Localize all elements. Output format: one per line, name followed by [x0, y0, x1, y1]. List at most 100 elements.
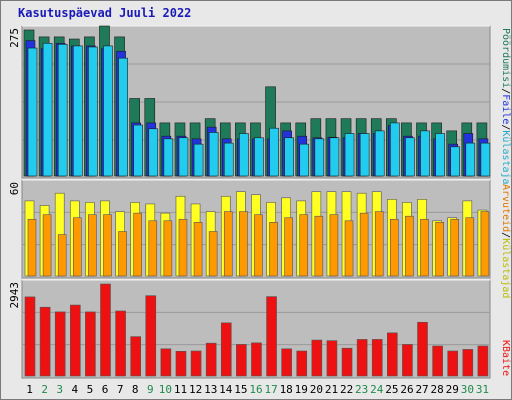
bar-kbaite [371, 339, 383, 377]
bar-külastaja [269, 127, 279, 177]
bar-arvuteid [223, 211, 233, 277]
bar-külastaja [314, 138, 325, 177]
bar-arvuteid [148, 220, 158, 277]
bar-arvuteid [405, 215, 414, 277]
bar-arvuteid [239, 211, 248, 277]
bar-kbaite [402, 344, 413, 377]
bar-kbaite [417, 321, 428, 377]
bar-kbaite [39, 306, 51, 377]
bar-arvuteid [178, 218, 188, 277]
bar-arvuteid [359, 212, 369, 277]
x-tick-label: 25 [385, 383, 398, 396]
bar-kbaite [100, 283, 111, 377]
bar-arvuteid [299, 214, 309, 277]
bar-kbaite [477, 345, 489, 377]
bar-arvuteid [329, 214, 339, 277]
x-tick-label: 11 [174, 383, 187, 396]
x-tick-label: 30 [461, 383, 474, 396]
bar-külastaja [284, 137, 294, 177]
bar-külastaja [118, 57, 128, 177]
legend-entry: Arvuteid [500, 184, 511, 232]
bar-kbaite [115, 310, 126, 377]
legend-entry: Külastajad [500, 238, 511, 298]
bar-külastaja [359, 133, 370, 177]
bar-kbaite [190, 350, 202, 377]
bar-külastaja [329, 137, 340, 177]
bar-külastaja [57, 44, 68, 177]
legend-entry: Külastaja [500, 130, 511, 184]
bar-kbaite [447, 350, 459, 377]
x-tick-label: 6 [102, 383, 109, 396]
bar-kbaite [387, 332, 398, 377]
bar-arvuteid [118, 231, 127, 277]
legend-entry: Pöördumisi [500, 28, 511, 88]
x-tick-label: 1 [26, 383, 33, 396]
bar-külastaja [374, 130, 385, 177]
y-max-label: 2943 [8, 282, 21, 309]
bar-külastaja [72, 45, 83, 177]
x-tick-label: 14 [219, 383, 233, 396]
bar-arvuteid [269, 222, 278, 277]
bar-külastaja [223, 142, 234, 177]
bar-kbaite [266, 296, 277, 377]
bar-külastaja [163, 138, 174, 177]
x-tick-label: 15 [234, 383, 247, 396]
bar-külastaja [435, 133, 445, 177]
bar-arvuteid [254, 214, 263, 277]
bar-kbaite [296, 350, 308, 377]
legend-entry: / [500, 232, 511, 238]
bar-kbaite [160, 348, 172, 377]
bar-arvuteid [435, 222, 444, 277]
bar-arvuteid [465, 217, 475, 277]
bar-kbaite [326, 340, 338, 377]
bar-külastaja [178, 137, 189, 177]
legend-entry: / [500, 88, 511, 94]
x-tick-label: 8 [132, 383, 139, 396]
bar-arvuteid [57, 234, 67, 277]
bar-külastaja [103, 45, 113, 177]
bar-külastaja [480, 142, 491, 177]
bar-kbaite [85, 311, 96, 377]
x-tick-label: 9 [147, 383, 154, 396]
bar-kbaite [130, 336, 141, 377]
bar-arvuteid [480, 211, 490, 277]
bar-kbaite [69, 304, 81, 377]
bar-kbaite [432, 345, 443, 377]
bar-arvuteid [103, 214, 112, 277]
bar-arvuteid [27, 218, 37, 277]
bar-arvuteid [133, 212, 142, 277]
bar-arvuteid [390, 218, 399, 277]
x-tick-label: 7 [117, 383, 124, 396]
bar-kbaite [462, 349, 474, 377]
bar-külastaja [420, 130, 430, 177]
x-tick-label: 2 [41, 383, 48, 396]
bar-külastaja [254, 137, 264, 177]
bar-kbaite [341, 347, 353, 377]
bar-arvuteid [72, 217, 82, 277]
legend-entry: Faile [500, 94, 511, 124]
bar-arvuteid [88, 214, 97, 277]
bar-arvuteid [420, 218, 429, 277]
x-tick-label: 27 [415, 383, 428, 396]
legend: Pöördumisi/Faile/Külastaja [500, 28, 511, 185]
bar-külastaja [239, 133, 249, 177]
x-tick-label: 4 [72, 383, 79, 396]
x-tick-label: 17 [264, 383, 277, 396]
bar-külastaja [344, 133, 355, 177]
y-max-label: 275 [8, 28, 21, 48]
bar-külastaja [193, 143, 204, 177]
bar-külastaja [390, 122, 400, 177]
bar-kbaite [145, 295, 157, 377]
bar-arvuteid [208, 231, 218, 277]
bar-arvuteid [374, 211, 384, 277]
bar-kbaite [175, 351, 187, 377]
x-tick-label: 22 [340, 383, 353, 396]
x-tick-label: 21 [325, 383, 338, 396]
x-tick-label: 31 [476, 383, 489, 396]
bar-arvuteid [163, 220, 173, 277]
x-tick-label: 16 [249, 383, 262, 396]
bar-kbaite [205, 342, 217, 377]
bar-külastaja [299, 143, 310, 177]
bar-arvuteid [314, 215, 324, 277]
